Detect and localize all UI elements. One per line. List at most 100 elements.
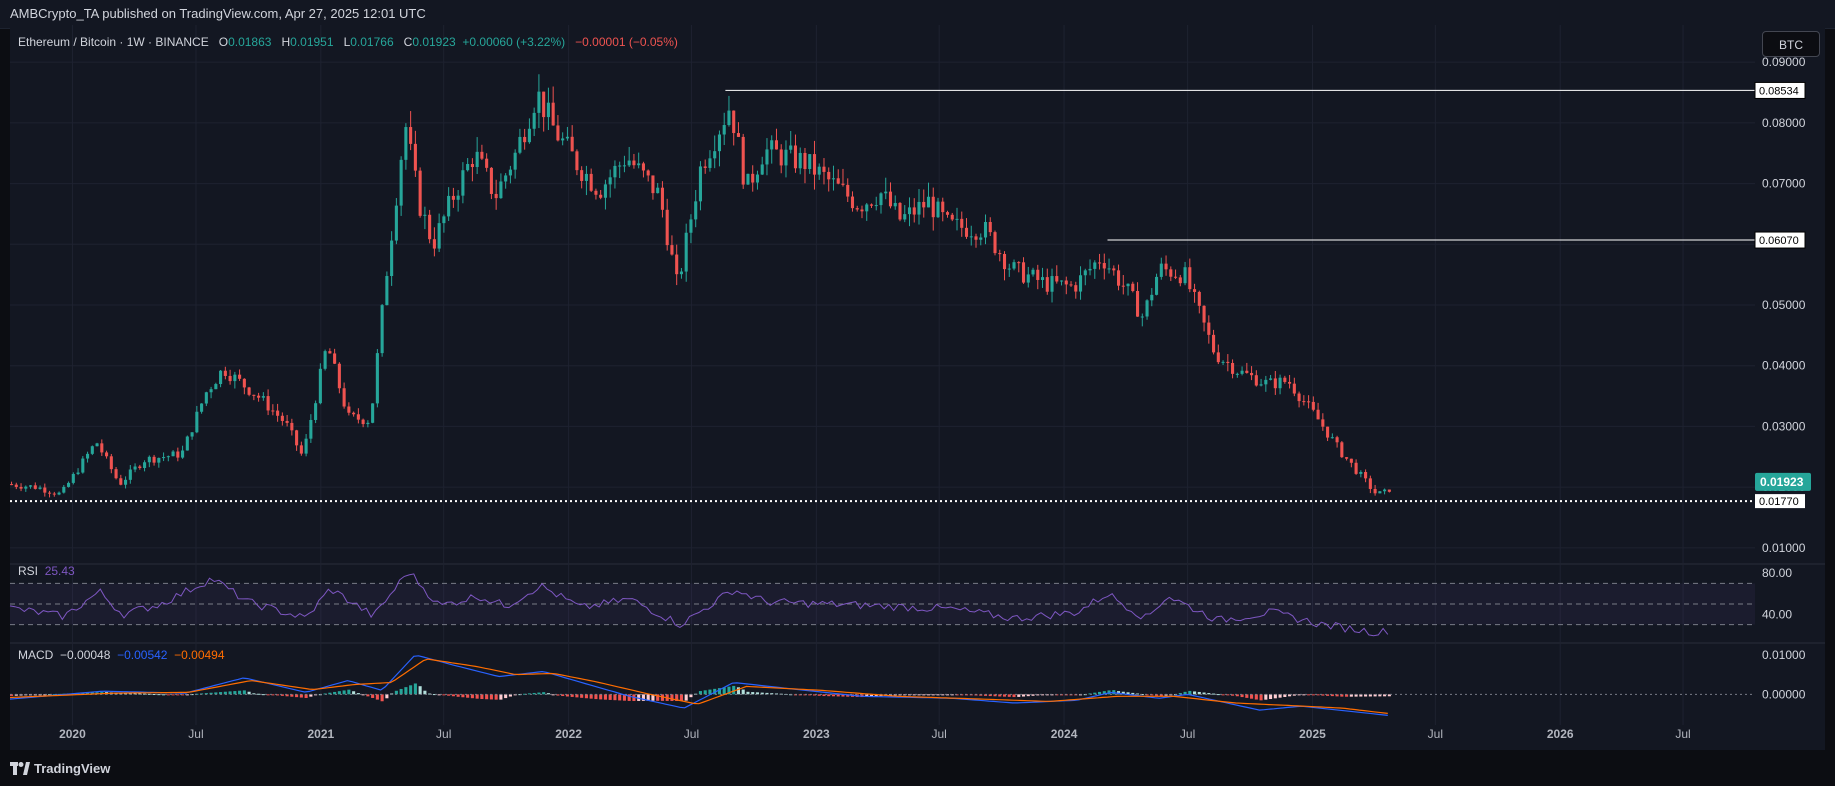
candle-body bbox=[105, 452, 109, 457]
candle-body bbox=[442, 216, 446, 224]
candle-body bbox=[133, 466, 137, 470]
symbol-legend: Ethereum / Bitcoin · 1W · BINANCE O0.018… bbox=[18, 33, 678, 51]
candle-body bbox=[499, 181, 503, 199]
tradingview-logo-icon[interactable] bbox=[10, 762, 30, 775]
candle-body bbox=[385, 276, 389, 306]
candle-body bbox=[1064, 280, 1068, 285]
macd-histogram-bar bbox=[404, 687, 408, 695]
candle-body bbox=[675, 254, 679, 275]
candle-body bbox=[513, 152, 517, 170]
candle-body bbox=[746, 173, 750, 185]
macd-histogram-bar bbox=[637, 694, 641, 701]
candle-body bbox=[1307, 401, 1311, 403]
candle-body bbox=[1364, 471, 1368, 479]
candle-body bbox=[418, 170, 422, 216]
candle-body bbox=[551, 102, 555, 126]
candle-body bbox=[238, 374, 242, 379]
macd-histogram-bar bbox=[561, 694, 565, 697]
candle-body bbox=[1007, 268, 1011, 270]
macd-histogram-bar bbox=[1202, 692, 1206, 695]
high-value: 0.01951 bbox=[290, 35, 334, 49]
candle-body bbox=[651, 175, 655, 194]
candle-body bbox=[879, 193, 883, 206]
macd-histogram-bar bbox=[328, 692, 332, 695]
candle-body bbox=[865, 204, 869, 212]
macd-histogram-bar bbox=[494, 694, 498, 700]
candle-body bbox=[850, 196, 855, 209]
candle-body bbox=[90, 446, 94, 454]
candle-body bbox=[960, 218, 964, 228]
macd-histogram-bar bbox=[874, 694, 878, 697]
candle-body bbox=[71, 473, 75, 483]
candle-body bbox=[817, 166, 821, 175]
macd-histogram-bar bbox=[670, 694, 674, 701]
macd-histogram-bar bbox=[1264, 694, 1268, 700]
candle-body bbox=[869, 204, 874, 206]
macd-histogram-bar bbox=[888, 694, 893, 696]
macd-histogram-bar bbox=[570, 694, 574, 697]
candle-body bbox=[812, 154, 817, 175]
candle-body bbox=[304, 438, 308, 454]
macd-histogram-bar bbox=[613, 694, 617, 701]
macd-histogram-bar bbox=[10, 694, 14, 696]
candle-body bbox=[266, 396, 270, 411]
candle-body bbox=[988, 221, 992, 233]
horizontal-level-label: 0.08534 bbox=[1759, 85, 1799, 97]
candle-body bbox=[200, 403, 204, 412]
candle-body bbox=[394, 205, 398, 241]
candle-body bbox=[798, 152, 802, 169]
macd-histogram-bar bbox=[869, 694, 874, 697]
macd-histogram-bar bbox=[1368, 694, 1372, 697]
candle-body bbox=[874, 205, 878, 207]
candle-body bbox=[584, 173, 588, 181]
candle-body bbox=[808, 154, 812, 170]
candle-body bbox=[195, 411, 199, 433]
macd-histogram-bar bbox=[817, 694, 821, 696]
candle-body bbox=[128, 469, 132, 480]
price-tick-label: 0.03000 bbox=[1762, 419, 1806, 433]
macd-histogram-bar bbox=[1245, 694, 1249, 698]
macd-histogram-bar bbox=[380, 694, 384, 702]
close-value: 0.01923 bbox=[412, 35, 456, 49]
macd-histogram-bar bbox=[48, 694, 52, 696]
macd-histogram-bar bbox=[1307, 694, 1311, 696]
candle-body bbox=[328, 351, 332, 354]
macd-histogram-bar bbox=[504, 694, 508, 699]
macd-histogram-bar bbox=[133, 693, 137, 695]
candle-body bbox=[589, 173, 593, 191]
candle-body bbox=[1302, 401, 1306, 403]
candle-body bbox=[779, 149, 783, 166]
macd-value-line: −0.00542 bbox=[117, 648, 168, 662]
candle-body bbox=[523, 136, 527, 143]
macd-histogram-bar bbox=[622, 694, 626, 701]
rsi-legend[interactable]: RSI 25.43 bbox=[18, 563, 75, 579]
chart-area[interactable] bbox=[10, 28, 1825, 750]
candle-body bbox=[684, 232, 688, 272]
candle-body bbox=[181, 450, 185, 458]
macd-histogram-bar bbox=[1131, 692, 1135, 695]
tradingview-brand[interactable]: TradingView bbox=[34, 761, 111, 776]
candle-body bbox=[1373, 488, 1377, 494]
macd-histogram-bar bbox=[432, 694, 436, 696]
candle-body bbox=[24, 486, 28, 489]
currency-button[interactable]: BTC bbox=[1762, 31, 1820, 57]
candle-body bbox=[366, 422, 370, 425]
candle-body bbox=[770, 140, 774, 150]
macd-histogram-bar bbox=[1121, 691, 1125, 695]
macd-histogram-bar bbox=[1297, 694, 1301, 696]
candle-body bbox=[48, 492, 52, 494]
macd-label: MACD bbox=[18, 648, 54, 662]
candle-body bbox=[423, 214, 427, 216]
macd-legend[interactable]: MACD −0.00048 −0.00542 −0.00494 bbox=[18, 647, 225, 663]
candle-body bbox=[827, 171, 831, 180]
macd-histogram-bar bbox=[660, 694, 664, 701]
candle-body bbox=[1121, 285, 1125, 287]
current-price-label: 0.01923 bbox=[1760, 475, 1804, 489]
time-tick-label: Jul bbox=[684, 727, 699, 741]
macd-histogram-bar bbox=[1040, 694, 1045, 696]
candle-body bbox=[309, 419, 313, 439]
candle-body bbox=[428, 214, 432, 240]
symbol-name[interactable]: Ethereum / Bitcoin · 1W · BINANCE bbox=[18, 35, 209, 49]
horizontal-level-tag bbox=[1754, 81, 1806, 99]
